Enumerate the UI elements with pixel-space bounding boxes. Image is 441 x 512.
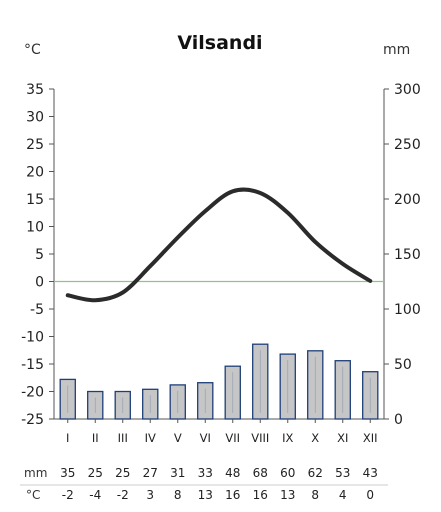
left-tick-label: -15 (21, 357, 44, 373)
left-tick-label: 10 (26, 220, 44, 236)
left-tick-label: 0 (35, 275, 44, 291)
axis-ticks: 35302520151050-5-10-15-20-25300250200150… (21, 82, 421, 428)
table-c-xi: 4 (339, 488, 347, 502)
table-c-vii: 16 (225, 488, 240, 502)
right-tick-label: 250 (394, 137, 421, 153)
table-c-iv: 3 (146, 488, 154, 502)
month-labels: I II III IV V VI VII VIII IX X XI XII (66, 419, 378, 445)
month-label-viii: VIII (251, 431, 269, 445)
right-tick-label: 50 (394, 357, 412, 373)
table-c-i: -2 (62, 488, 74, 502)
table-c-viii: 16 (253, 488, 268, 502)
table-mm-vi: 33 (198, 466, 213, 480)
table-c-ix: 13 (280, 488, 295, 502)
month-label-x: X (311, 431, 319, 445)
right-tick-label: 0 (394, 412, 403, 428)
chart-title: Vilsandi (177, 32, 262, 54)
left-tick-label: 35 (26, 82, 44, 98)
table-row1-label: mm (24, 466, 47, 480)
right-tick-label: 300 (394, 82, 421, 98)
month-label-xi: XI (337, 431, 348, 445)
temperature-line (65, 187, 373, 303)
plot-area (53, 89, 385, 420)
left-tick-label: 15 (26, 192, 44, 208)
month-label-xii: XII (363, 431, 378, 445)
left-tick-label: -10 (21, 330, 44, 346)
month-label-ii: II (92, 431, 99, 445)
table-mm-vii: 48 (225, 466, 240, 480)
month-label-i: I (66, 431, 69, 445)
table-mm-xii: 43 (363, 466, 378, 480)
month-label-v: V (174, 431, 182, 445)
table-mm-iv: 27 (143, 466, 158, 480)
table-row2-label: °C (26, 488, 40, 502)
table-c-ii: -4 (89, 488, 101, 502)
left-tick-label: 5 (35, 247, 44, 263)
month-label-vii: VII (225, 431, 240, 445)
table-c-vi: 13 (198, 488, 213, 502)
table-c-xii: 0 (366, 488, 374, 502)
left-tick-label: -20 (21, 385, 44, 401)
month-label-vi: VI (200, 431, 211, 445)
table-c-x: 8 (311, 488, 319, 502)
right-tick-label: 150 (394, 247, 421, 263)
table-c-v: 8 (174, 488, 182, 502)
month-label-ix: IX (282, 431, 293, 445)
precipitation-bars (59, 343, 379, 420)
left-tick-label: -5 (30, 302, 44, 318)
table-mm-iii: 25 (115, 466, 130, 480)
right-tick-label: 200 (394, 192, 421, 208)
table-c-iii: -2 (117, 488, 129, 502)
left-tick-label: 20 (26, 165, 44, 181)
left-axis-unit: °C (24, 42, 41, 58)
table-mm-viii: 68 (253, 466, 268, 480)
right-tick-label: 100 (394, 302, 421, 318)
table-mm-v: 31 (170, 466, 185, 480)
data-table: mm°C35 25 25 27 31 33 48 68 60 62 53 43-2 -4 -2 3 8 13 16… (20, 466, 388, 502)
month-label-iv: IV (145, 431, 156, 445)
right-axis-unit: mm (383, 42, 410, 58)
left-tick-label: 30 (26, 110, 44, 126)
table-mm-x: 62 (308, 466, 323, 480)
left-tick-label: -25 (21, 412, 44, 428)
table-mm-i: 35 (60, 466, 75, 480)
table-mm-xi: 53 (335, 466, 350, 480)
table-mm-ii: 25 (88, 466, 103, 480)
table-mm-ix: 60 (280, 466, 295, 480)
month-label-iii: III (118, 431, 128, 445)
left-tick-label: 25 (26, 137, 44, 153)
